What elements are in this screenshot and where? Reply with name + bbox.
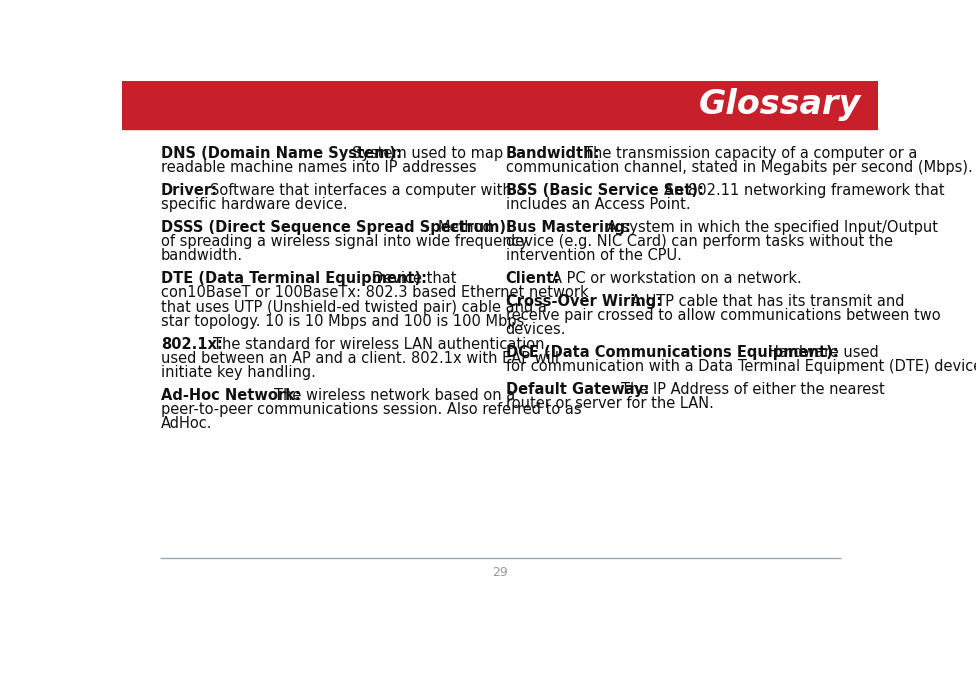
Text: Driver:: Driver:	[161, 183, 218, 198]
Text: Device that: Device that	[372, 271, 456, 286]
Text: System used to map: System used to map	[352, 146, 504, 161]
Text: that uses UTP (Unshield-ed twisted pair) cable and a: that uses UTP (Unshield-ed twisted pair)…	[161, 300, 547, 315]
Text: The IP Address of either the nearest: The IP Address of either the nearest	[622, 382, 885, 397]
Text: DTE (Data Terminal Equipment):: DTE (Data Terminal Equipment):	[161, 271, 427, 286]
Text: peer-to-peer communications session. Also referred to as: peer-to-peer communications session. Als…	[161, 402, 582, 417]
Text: specific hardware device.: specific hardware device.	[161, 197, 347, 212]
Text: DCE (Data Communications Equipment):: DCE (Data Communications Equipment):	[506, 345, 838, 360]
Text: router or server for the LAN.: router or server for the LAN.	[506, 396, 713, 411]
Text: communication channel, stated in Megabits per second (Mbps).: communication channel, stated in Megabit…	[506, 160, 972, 176]
Text: The standard for wireless LAN authentication: The standard for wireless LAN authentica…	[214, 337, 545, 352]
Text: Default Gateway:: Default Gateway:	[506, 382, 649, 397]
Text: Bandwidth:: Bandwidth:	[506, 146, 600, 161]
Text: The wireless network based on a: The wireless network based on a	[273, 387, 515, 403]
Text: for communication with a Data Terminal Equipment (DTE) device.: for communication with a Data Terminal E…	[506, 359, 976, 374]
Text: initiate key handling.: initiate key handling.	[161, 365, 315, 380]
Text: intervention of the CPU.: intervention of the CPU.	[506, 248, 681, 263]
Text: bandwidth.: bandwidth.	[161, 248, 243, 263]
Text: devices.: devices.	[506, 322, 566, 338]
Text: Cross-Over Wiring:: Cross-Over Wiring:	[506, 294, 662, 308]
Bar	[122, 81, 878, 129]
Text: device (e.g. NIC Card) can perform tasks without the: device (e.g. NIC Card) can perform tasks…	[506, 234, 893, 249]
Text: A system in which the specified Input/Output: A system in which the specified Input/Ou…	[607, 220, 938, 235]
Text: 29: 29	[492, 566, 508, 579]
Text: star topology. 10 is 10 Mbps and 100 is 100 Mbps.: star topology. 10 is 10 Mbps and 100 is …	[161, 314, 529, 329]
Text: Bus Mastering:: Bus Mastering:	[506, 220, 630, 235]
Text: of spreading a wireless signal into wide frequency: of spreading a wireless signal into wide…	[161, 234, 528, 249]
Text: Hardware used: Hardware used	[768, 345, 878, 360]
Text: used between an AP and a client. 802.1x with EAP will: used between an AP and a client. 802.1x …	[161, 351, 558, 366]
Text: Client:: Client:	[506, 271, 560, 286]
Text: AdHoc.: AdHoc.	[161, 416, 212, 431]
Text: An 802.11 networking framework that: An 802.11 networking framework that	[664, 183, 944, 198]
Text: BSS (Basic Service Set):: BSS (Basic Service Set):	[506, 183, 704, 198]
Text: A PC or workstation on a network.: A PC or workstation on a network.	[552, 271, 802, 286]
Text: DNS (Domain Name System):: DNS (Domain Name System):	[161, 146, 402, 161]
Text: A UTP cable that has its transmit and: A UTP cable that has its transmit and	[631, 294, 905, 308]
Text: con10BaseT or 100BaseTx: 802.3 based Ethernet network: con10BaseT or 100BaseTx: 802.3 based Eth…	[161, 286, 589, 300]
Text: Glossary: Glossary	[699, 88, 862, 121]
Text: readable machine names into IP addresses: readable machine names into IP addresses	[161, 160, 476, 176]
Text: receive pair crossed to allow communications between two: receive pair crossed to allow communicat…	[506, 308, 940, 323]
Text: DSSS (Direct Sequence Spread Spectrum):: DSSS (Direct Sequence Spread Spectrum):	[161, 220, 511, 235]
Text: 802.1x:: 802.1x:	[161, 337, 223, 352]
Text: Ad-Hoc Network:: Ad-Hoc Network:	[161, 387, 301, 403]
Text: includes an Access Point.: includes an Access Point.	[506, 197, 690, 212]
Text: Method: Method	[437, 220, 492, 235]
Text: Software that interfaces a computer with a: Software that interfaces a computer with…	[210, 183, 525, 198]
Text: The transmission capacity of a computer or a: The transmission capacity of a computer …	[584, 146, 916, 161]
